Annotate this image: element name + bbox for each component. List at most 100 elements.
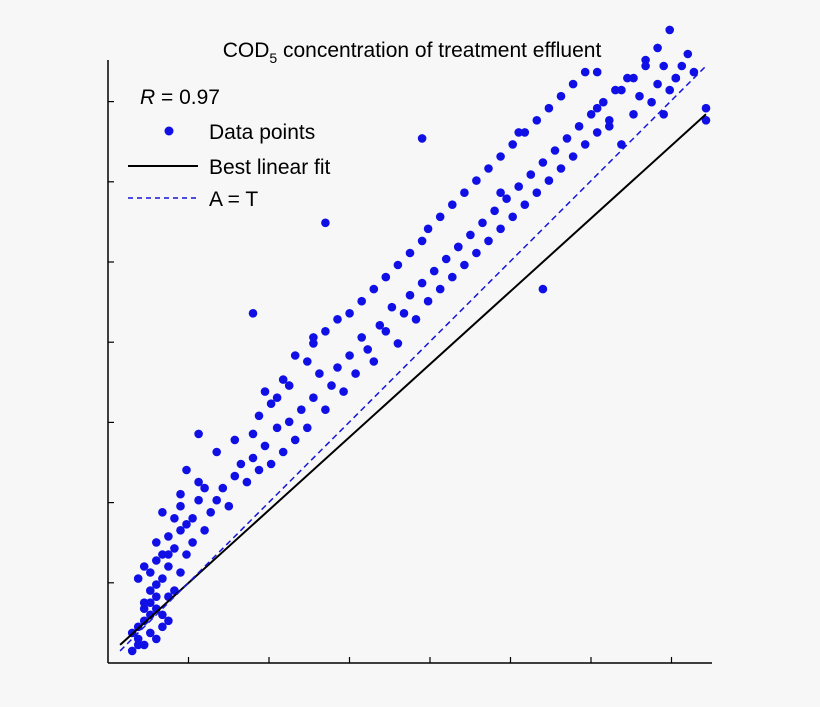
data-point bbox=[164, 550, 173, 559]
data-point bbox=[188, 538, 197, 547]
data-point bbox=[647, 97, 656, 107]
data-point bbox=[592, 67, 602, 77]
data-point bbox=[544, 176, 554, 185]
data-point bbox=[333, 315, 342, 324]
data-point bbox=[345, 309, 354, 318]
data-point bbox=[170, 544, 179, 553]
data-point bbox=[520, 128, 530, 137]
data-point bbox=[127, 646, 137, 656]
data-point bbox=[701, 103, 711, 113]
data-point bbox=[164, 616, 173, 626]
data-point bbox=[466, 230, 475, 240]
data-point bbox=[146, 628, 155, 638]
data-point bbox=[520, 200, 530, 209]
data-point bbox=[496, 188, 505, 197]
data-point bbox=[176, 526, 185, 535]
data-point bbox=[357, 333, 367, 342]
data-point bbox=[526, 170, 536, 179]
data-point bbox=[188, 514, 197, 523]
axes bbox=[107, 60, 712, 664]
data-point bbox=[429, 266, 439, 276]
data-point bbox=[586, 110, 596, 119]
data-point bbox=[508, 212, 517, 222]
data-point bbox=[152, 580, 161, 589]
data-point bbox=[617, 140, 626, 149]
legend-marker-points bbox=[164, 126, 174, 136]
data-point bbox=[532, 188, 542, 197]
data-point bbox=[562, 134, 572, 143]
data-point bbox=[206, 508, 215, 517]
data-point bbox=[152, 538, 161, 547]
data-point bbox=[224, 501, 234, 511]
data-point bbox=[230, 471, 240, 481]
data-point bbox=[194, 429, 203, 439]
data-point bbox=[272, 393, 282, 403]
data-point bbox=[417, 236, 427, 246]
data-point bbox=[381, 272, 391, 282]
data-point bbox=[146, 568, 155, 577]
data-point bbox=[399, 309, 409, 318]
data-point bbox=[423, 296, 433, 306]
data-point bbox=[164, 532, 173, 541]
data-point bbox=[200, 483, 209, 493]
data-point bbox=[345, 351, 354, 360]
data-point bbox=[218, 483, 228, 493]
data-point bbox=[472, 176, 481, 185]
data-point bbox=[514, 182, 523, 191]
data-point bbox=[448, 200, 457, 209]
data-point bbox=[321, 327, 330, 336]
data-point bbox=[182, 520, 191, 529]
legend-label-identity: A = T bbox=[209, 188, 258, 211]
data-point bbox=[297, 405, 306, 415]
data-point bbox=[653, 79, 662, 89]
data-point bbox=[357, 296, 367, 306]
data-point bbox=[629, 73, 638, 83]
data-point bbox=[248, 429, 258, 439]
identity-line bbox=[119, 65, 707, 652]
data-point bbox=[550, 146, 560, 155]
data-point bbox=[677, 61, 687, 71]
best-fit-line bbox=[119, 113, 707, 646]
data-point bbox=[139, 616, 149, 626]
data-point bbox=[659, 110, 668, 119]
data-point bbox=[309, 393, 318, 403]
data-point bbox=[152, 592, 161, 601]
data-point bbox=[605, 116, 614, 125]
data-point bbox=[417, 134, 427, 143]
data-point bbox=[460, 188, 469, 197]
data-point bbox=[284, 417, 294, 427]
data-point bbox=[369, 357, 379, 366]
data-point bbox=[260, 441, 270, 451]
data-point bbox=[659, 61, 668, 71]
data-point bbox=[146, 598, 155, 607]
data-point bbox=[556, 164, 566, 173]
data-point bbox=[139, 598, 149, 607]
data-point bbox=[339, 387, 348, 396]
data-point bbox=[260, 387, 270, 396]
data-point bbox=[266, 399, 276, 409]
data-point bbox=[321, 405, 330, 415]
data-point bbox=[170, 514, 179, 523]
data-point bbox=[592, 103, 602, 113]
data-point bbox=[580, 140, 590, 149]
data-points-layer bbox=[127, 25, 711, 656]
data-point bbox=[665, 85, 674, 95]
data-point bbox=[133, 634, 143, 644]
data-point bbox=[315, 369, 324, 378]
data-point bbox=[230, 435, 240, 445]
data-point bbox=[405, 290, 415, 300]
data-point bbox=[568, 152, 578, 161]
data-point bbox=[284, 381, 294, 390]
data-point bbox=[423, 224, 433, 234]
data-point bbox=[303, 423, 312, 433]
legend: Data points Best linear fit A = T bbox=[128, 121, 331, 211]
data-point bbox=[133, 622, 143, 632]
data-point bbox=[405, 248, 415, 258]
data-point bbox=[496, 152, 505, 161]
data-point bbox=[635, 91, 644, 101]
data-point bbox=[139, 604, 149, 613]
data-point bbox=[441, 254, 451, 264]
data-point bbox=[158, 610, 167, 620]
data-point bbox=[393, 339, 403, 348]
data-point bbox=[435, 212, 445, 222]
